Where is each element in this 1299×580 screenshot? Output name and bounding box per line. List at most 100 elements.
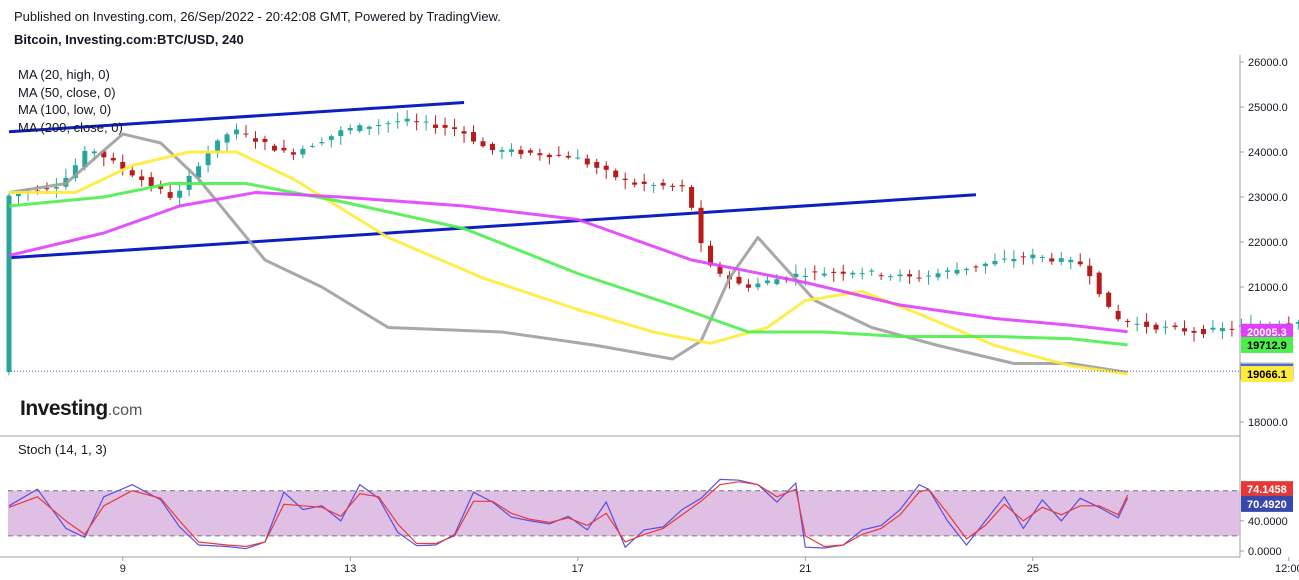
candle-body bbox=[546, 154, 552, 158]
candle-body bbox=[357, 125, 363, 132]
candle-body bbox=[489, 143, 495, 151]
candle-body bbox=[632, 182, 638, 185]
published-info: Published on Investing.com, 26/Sep/2022 … bbox=[14, 9, 501, 24]
candle-body bbox=[243, 133, 249, 135]
candle-body bbox=[300, 148, 306, 155]
stoch-d-line bbox=[8, 481, 1129, 548]
candle-body bbox=[129, 170, 135, 176]
price-label-box bbox=[1241, 366, 1293, 383]
price-tick-label: 26000.0 bbox=[1248, 57, 1288, 69]
candle-body bbox=[802, 275, 808, 277]
candle-body bbox=[1163, 326, 1169, 328]
price-tick-label: 22000.0 bbox=[1248, 237, 1288, 249]
candle-body bbox=[584, 158, 590, 165]
time-tick-label: 21 bbox=[799, 563, 811, 575]
candle-body bbox=[982, 263, 988, 267]
candle-body bbox=[907, 274, 913, 277]
candle-body bbox=[708, 245, 714, 266]
time-tick-label: 9 bbox=[120, 563, 126, 575]
candle-body bbox=[215, 140, 221, 154]
candle-body bbox=[963, 268, 969, 271]
price-label: 19066.1 bbox=[1247, 369, 1287, 381]
candle-body bbox=[44, 188, 50, 190]
candle-body bbox=[954, 269, 960, 274]
stoch-value-label: 74.1458 bbox=[1247, 484, 1287, 496]
stoch-k-line bbox=[8, 478, 1129, 550]
candle-body bbox=[1030, 254, 1036, 259]
candle-body bbox=[575, 157, 581, 159]
candle-body bbox=[698, 207, 704, 244]
stoch-value-box bbox=[1241, 495, 1293, 512]
candle-body bbox=[897, 274, 903, 277]
candle-body bbox=[831, 271, 837, 273]
candle-body bbox=[499, 150, 505, 152]
candle-body bbox=[973, 266, 979, 268]
candle-body bbox=[309, 145, 315, 147]
price-label: 19712.9 bbox=[1247, 340, 1287, 352]
candle-body bbox=[158, 185, 164, 189]
candle-body bbox=[167, 192, 173, 198]
candle-body bbox=[556, 154, 562, 156]
candle-body bbox=[1020, 256, 1026, 258]
candle-body bbox=[679, 185, 685, 187]
candle-body bbox=[859, 273, 865, 275]
candle-body bbox=[821, 273, 827, 276]
candle-body bbox=[139, 176, 145, 181]
price-tick-label: 18000.0 bbox=[1248, 417, 1288, 429]
ma200-line bbox=[8, 191, 1128, 334]
candle-body bbox=[508, 149, 514, 152]
stoch-tick-label: 40.0000 bbox=[1248, 516, 1288, 528]
candle-body bbox=[471, 132, 477, 142]
candle-body bbox=[414, 121, 420, 123]
candle-body bbox=[1039, 257, 1045, 259]
candle-body bbox=[1001, 258, 1007, 260]
candle-body bbox=[338, 130, 344, 136]
candle-body bbox=[926, 275, 932, 277]
candle-body bbox=[262, 138, 268, 142]
candle-body bbox=[689, 187, 695, 208]
candle-body bbox=[527, 150, 533, 153]
candle-body bbox=[878, 275, 884, 277]
candle-body bbox=[328, 136, 334, 140]
candle-body bbox=[1229, 328, 1235, 330]
candle-body bbox=[1096, 272, 1102, 295]
candle-body bbox=[793, 273, 799, 278]
candlesticks bbox=[6, 110, 1299, 376]
candle-body bbox=[205, 152, 211, 166]
candle-body bbox=[1058, 258, 1064, 262]
stoch-title: Stoch (14, 1, 3) bbox=[18, 442, 107, 457]
candle-body bbox=[1144, 321, 1150, 327]
candle-body bbox=[234, 129, 240, 135]
time-tick-label: 17 bbox=[572, 563, 584, 575]
candle-body bbox=[110, 157, 116, 161]
stoch-value-box bbox=[1241, 481, 1293, 498]
candle-body bbox=[120, 161, 126, 169]
candle-body bbox=[1191, 330, 1197, 333]
candle-body bbox=[1200, 329, 1206, 335]
candle-body bbox=[1049, 258, 1055, 262]
candle-body bbox=[1182, 328, 1188, 332]
candle-body bbox=[935, 273, 941, 278]
price-tick-label: 23000.0 bbox=[1248, 192, 1288, 204]
candle-body bbox=[812, 271, 818, 273]
trendline bbox=[8, 193, 977, 260]
candle-body bbox=[1295, 322, 1299, 324]
candle-body bbox=[376, 124, 382, 127]
candle-body bbox=[992, 260, 998, 265]
candle-body bbox=[518, 149, 524, 155]
candle-body bbox=[594, 161, 600, 168]
candle-body bbox=[385, 123, 391, 125]
candle-body bbox=[366, 126, 372, 129]
candle-body bbox=[745, 284, 751, 288]
candle-body bbox=[252, 138, 258, 142]
candle-body bbox=[764, 280, 770, 284]
trendlines bbox=[8, 101, 977, 260]
candle-body bbox=[442, 124, 448, 128]
candle-body bbox=[433, 124, 439, 129]
moving-averages bbox=[8, 132, 1240, 376]
time-tick-label: 13 bbox=[344, 563, 356, 575]
candle-body bbox=[461, 131, 467, 134]
candle-body bbox=[319, 142, 325, 144]
